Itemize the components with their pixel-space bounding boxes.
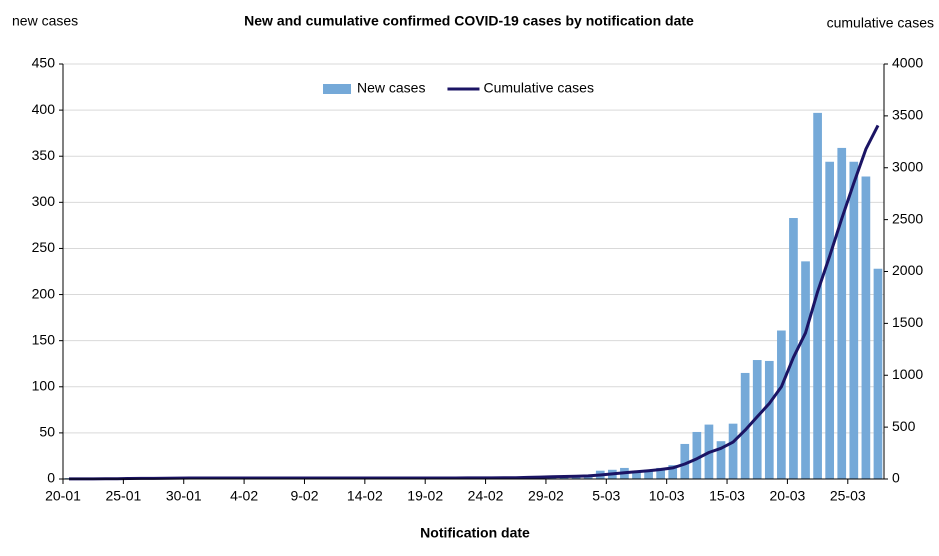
- bar: [764, 360, 774, 479]
- bar: [728, 423, 738, 479]
- y2-tick-label: 4000: [892, 55, 923, 71]
- bar: [789, 218, 798, 479]
- y-tick-label: 300: [32, 193, 56, 209]
- x-tick-label: 4-02: [230, 488, 258, 504]
- x-tick-label: 10-03: [649, 488, 685, 504]
- x-tick-label: 25-01: [105, 488, 141, 504]
- bar: [837, 147, 847, 479]
- y2-tick-label: 3500: [892, 107, 923, 123]
- bar: [632, 470, 641, 479]
- y2-tick-label: 2000: [892, 262, 923, 278]
- y-tick-label: 450: [32, 55, 56, 71]
- bar: [861, 176, 871, 479]
- chart-title: New and cumulative confirmed COVID-19 ca…: [244, 13, 694, 29]
- bar: [873, 268, 883, 479]
- bar: [777, 330, 786, 479]
- x-tick-label: 9-02: [290, 488, 318, 504]
- legend-label: Cumulative cases: [483, 80, 594, 96]
- legend-label: New cases: [357, 80, 425, 96]
- bar: [692, 431, 702, 479]
- y2-tick-label: 1500: [892, 314, 923, 330]
- y-tick-label: 150: [32, 331, 56, 347]
- y-tick-label: 200: [32, 285, 56, 301]
- x-tick-label: 25-03: [830, 488, 866, 504]
- bar: [668, 465, 678, 479]
- bar: [680, 443, 690, 479]
- y2-tick-label: 0: [892, 470, 900, 486]
- line: [69, 124, 880, 481]
- x-tick-label: 14-02: [347, 488, 383, 504]
- x-tick-label: 20-03: [770, 488, 806, 504]
- y-tick-label: 350: [32, 147, 56, 163]
- y-tick-label: 250: [32, 239, 56, 255]
- y-axis-label: new cases: [12, 13, 78, 29]
- bar: [825, 161, 835, 479]
- bar: [849, 161, 859, 479]
- y2-tick-label: 500: [892, 418, 916, 434]
- bar: [801, 261, 810, 479]
- y2-tick-label: 1000: [892, 366, 923, 382]
- bar: [571, 477, 581, 479]
- x-tick-label: 29-02: [528, 488, 564, 504]
- x-tick-label: 20-01: [45, 488, 81, 504]
- y2-tick-label: 2500: [892, 210, 923, 226]
- y-tick-label: 0: [47, 470, 55, 486]
- x-tick-label: 5-03: [592, 488, 620, 504]
- bar: [656, 467, 665, 479]
- y2-tick-label: 3000: [892, 158, 923, 174]
- bar: [644, 469, 653, 479]
- bar: [716, 441, 726, 479]
- bar: [752, 360, 762, 479]
- x-tick-label: 24-02: [468, 488, 504, 504]
- y-tick-label: 400: [32, 101, 56, 117]
- y-tick-label: 100: [32, 377, 56, 393]
- y2-axis-label: cumulative cases: [827, 15, 934, 31]
- x-tick-label: 30-01: [166, 488, 202, 504]
- x-tick-label: 15-03: [709, 488, 745, 504]
- y-tick-label: 50: [39, 424, 55, 440]
- bar: [740, 372, 750, 479]
- legend-swatch: [323, 84, 351, 94]
- x-tick-label: 19-02: [407, 488, 443, 504]
- x-axis-label: Notification date: [420, 525, 530, 541]
